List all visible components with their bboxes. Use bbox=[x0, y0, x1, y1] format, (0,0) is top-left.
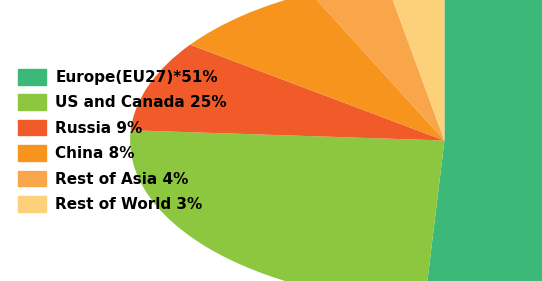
Wedge shape bbox=[311, 0, 444, 140]
Legend: Europe(EU27)*51%, US and Canada 25%, Russia 9%, China 8%, Rest of Asia 4%, Rest : Europe(EU27)*51%, US and Canada 25%, Rus… bbox=[18, 69, 227, 212]
Wedge shape bbox=[130, 130, 444, 281]
Wedge shape bbox=[131, 45, 444, 140]
Wedge shape bbox=[425, 0, 542, 281]
Wedge shape bbox=[385, 0, 444, 140]
Wedge shape bbox=[190, 0, 444, 140]
